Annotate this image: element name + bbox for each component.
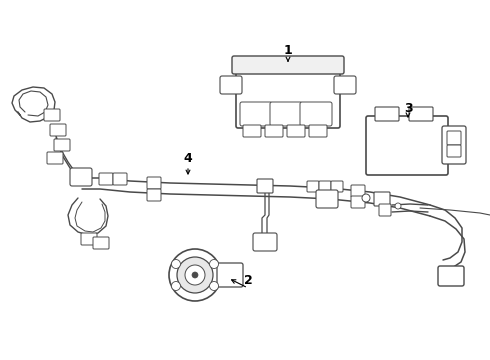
FancyBboxPatch shape (147, 177, 161, 189)
FancyBboxPatch shape (270, 102, 302, 126)
FancyBboxPatch shape (331, 181, 343, 192)
FancyBboxPatch shape (220, 76, 242, 94)
FancyBboxPatch shape (447, 145, 461, 157)
Circle shape (172, 260, 180, 269)
FancyBboxPatch shape (232, 56, 344, 74)
FancyBboxPatch shape (257, 179, 273, 193)
FancyBboxPatch shape (366, 116, 448, 175)
FancyBboxPatch shape (147, 189, 161, 201)
FancyBboxPatch shape (334, 76, 356, 94)
Circle shape (192, 272, 198, 278)
FancyBboxPatch shape (236, 66, 340, 128)
Circle shape (210, 282, 219, 291)
Text: 3: 3 (404, 102, 412, 114)
FancyBboxPatch shape (442, 126, 466, 164)
FancyBboxPatch shape (44, 109, 60, 121)
FancyBboxPatch shape (316, 190, 338, 208)
Circle shape (210, 260, 219, 269)
Circle shape (172, 282, 180, 291)
FancyBboxPatch shape (54, 139, 70, 151)
FancyBboxPatch shape (447, 131, 461, 145)
FancyBboxPatch shape (243, 125, 261, 137)
FancyBboxPatch shape (374, 192, 390, 206)
FancyBboxPatch shape (287, 125, 305, 137)
FancyBboxPatch shape (253, 233, 277, 251)
FancyBboxPatch shape (379, 204, 391, 216)
FancyBboxPatch shape (375, 107, 399, 121)
FancyBboxPatch shape (300, 102, 332, 126)
Circle shape (395, 203, 401, 209)
FancyBboxPatch shape (50, 124, 66, 136)
FancyBboxPatch shape (307, 181, 319, 192)
FancyBboxPatch shape (240, 102, 272, 126)
Circle shape (362, 194, 370, 202)
Circle shape (169, 249, 221, 301)
FancyBboxPatch shape (265, 125, 283, 137)
FancyBboxPatch shape (309, 125, 327, 137)
FancyBboxPatch shape (319, 181, 331, 192)
FancyBboxPatch shape (351, 196, 365, 208)
Text: 1: 1 (284, 44, 293, 57)
FancyBboxPatch shape (113, 173, 127, 185)
FancyBboxPatch shape (409, 107, 433, 121)
Circle shape (185, 265, 205, 285)
Circle shape (177, 257, 213, 293)
FancyBboxPatch shape (70, 168, 92, 186)
FancyBboxPatch shape (93, 237, 109, 249)
FancyBboxPatch shape (81, 233, 97, 245)
FancyBboxPatch shape (99, 173, 113, 185)
FancyBboxPatch shape (217, 263, 243, 287)
FancyBboxPatch shape (47, 152, 63, 164)
FancyBboxPatch shape (438, 266, 464, 286)
FancyBboxPatch shape (351, 185, 365, 197)
Text: 4: 4 (184, 152, 193, 165)
Text: 2: 2 (244, 274, 252, 287)
